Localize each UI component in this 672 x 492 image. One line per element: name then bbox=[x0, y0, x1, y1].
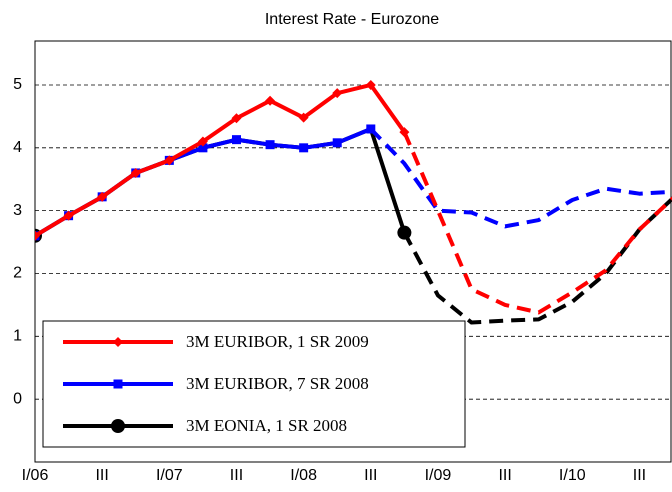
x-tick-label: III bbox=[230, 467, 243, 484]
legend-marker bbox=[111, 419, 125, 433]
line-forecast bbox=[369, 127, 672, 229]
line bbox=[35, 82, 407, 238]
marker bbox=[164, 155, 175, 166]
y-tick-label: 5 bbox=[13, 76, 22, 93]
x-tick-label: III bbox=[498, 467, 511, 484]
x-tick-label: I/08 bbox=[290, 467, 317, 484]
legend-label: 3M EONIA, 1 SR 2008 bbox=[186, 416, 347, 435]
legend-marker bbox=[113, 337, 123, 347]
y-tick-label: 2 bbox=[13, 265, 22, 282]
marker bbox=[198, 143, 208, 153]
series-group bbox=[35, 126, 672, 325]
line-forecast bbox=[402, 131, 672, 315]
marker bbox=[332, 138, 342, 148]
x-tick-label: III bbox=[633, 467, 646, 484]
marker bbox=[397, 225, 412, 240]
marker bbox=[35, 230, 40, 241]
legend-marker bbox=[113, 379, 123, 389]
marker bbox=[231, 113, 242, 124]
x-tick-label: I/10 bbox=[559, 467, 586, 484]
x-tick-label: I/09 bbox=[425, 467, 452, 484]
marker bbox=[231, 135, 241, 145]
x-tick-label: I/06 bbox=[22, 467, 49, 484]
y-tick-label: 0 bbox=[13, 390, 22, 407]
marker bbox=[63, 210, 74, 221]
marker bbox=[97, 191, 108, 202]
marker bbox=[130, 167, 141, 178]
marker bbox=[365, 79, 376, 90]
series-group bbox=[35, 79, 672, 315]
series-group bbox=[35, 124, 672, 241]
legend-label: 3M EURIBOR, 1 SR 2009 bbox=[186, 332, 369, 351]
marker bbox=[197, 136, 208, 147]
x-tick-label: I/07 bbox=[156, 467, 183, 484]
marker bbox=[366, 124, 376, 134]
chart-title: Interest Rate - Eurozone bbox=[265, 11, 439, 28]
marker bbox=[265, 95, 276, 106]
marker bbox=[299, 143, 309, 153]
marker bbox=[265, 140, 275, 150]
x-tick-label: III bbox=[95, 467, 108, 484]
y-tick-label: 3 bbox=[13, 202, 22, 219]
marker bbox=[332, 88, 343, 99]
legend-label: 3M EURIBOR, 7 SR 2008 bbox=[186, 374, 369, 393]
marker bbox=[298, 112, 309, 123]
x-tick-label: III bbox=[364, 467, 377, 484]
y-tick-label: 4 bbox=[13, 139, 22, 156]
line-forecast bbox=[402, 196, 672, 325]
y-tick-label: 1 bbox=[13, 328, 22, 345]
plot-frame bbox=[34, 40, 672, 463]
marker bbox=[399, 127, 410, 138]
